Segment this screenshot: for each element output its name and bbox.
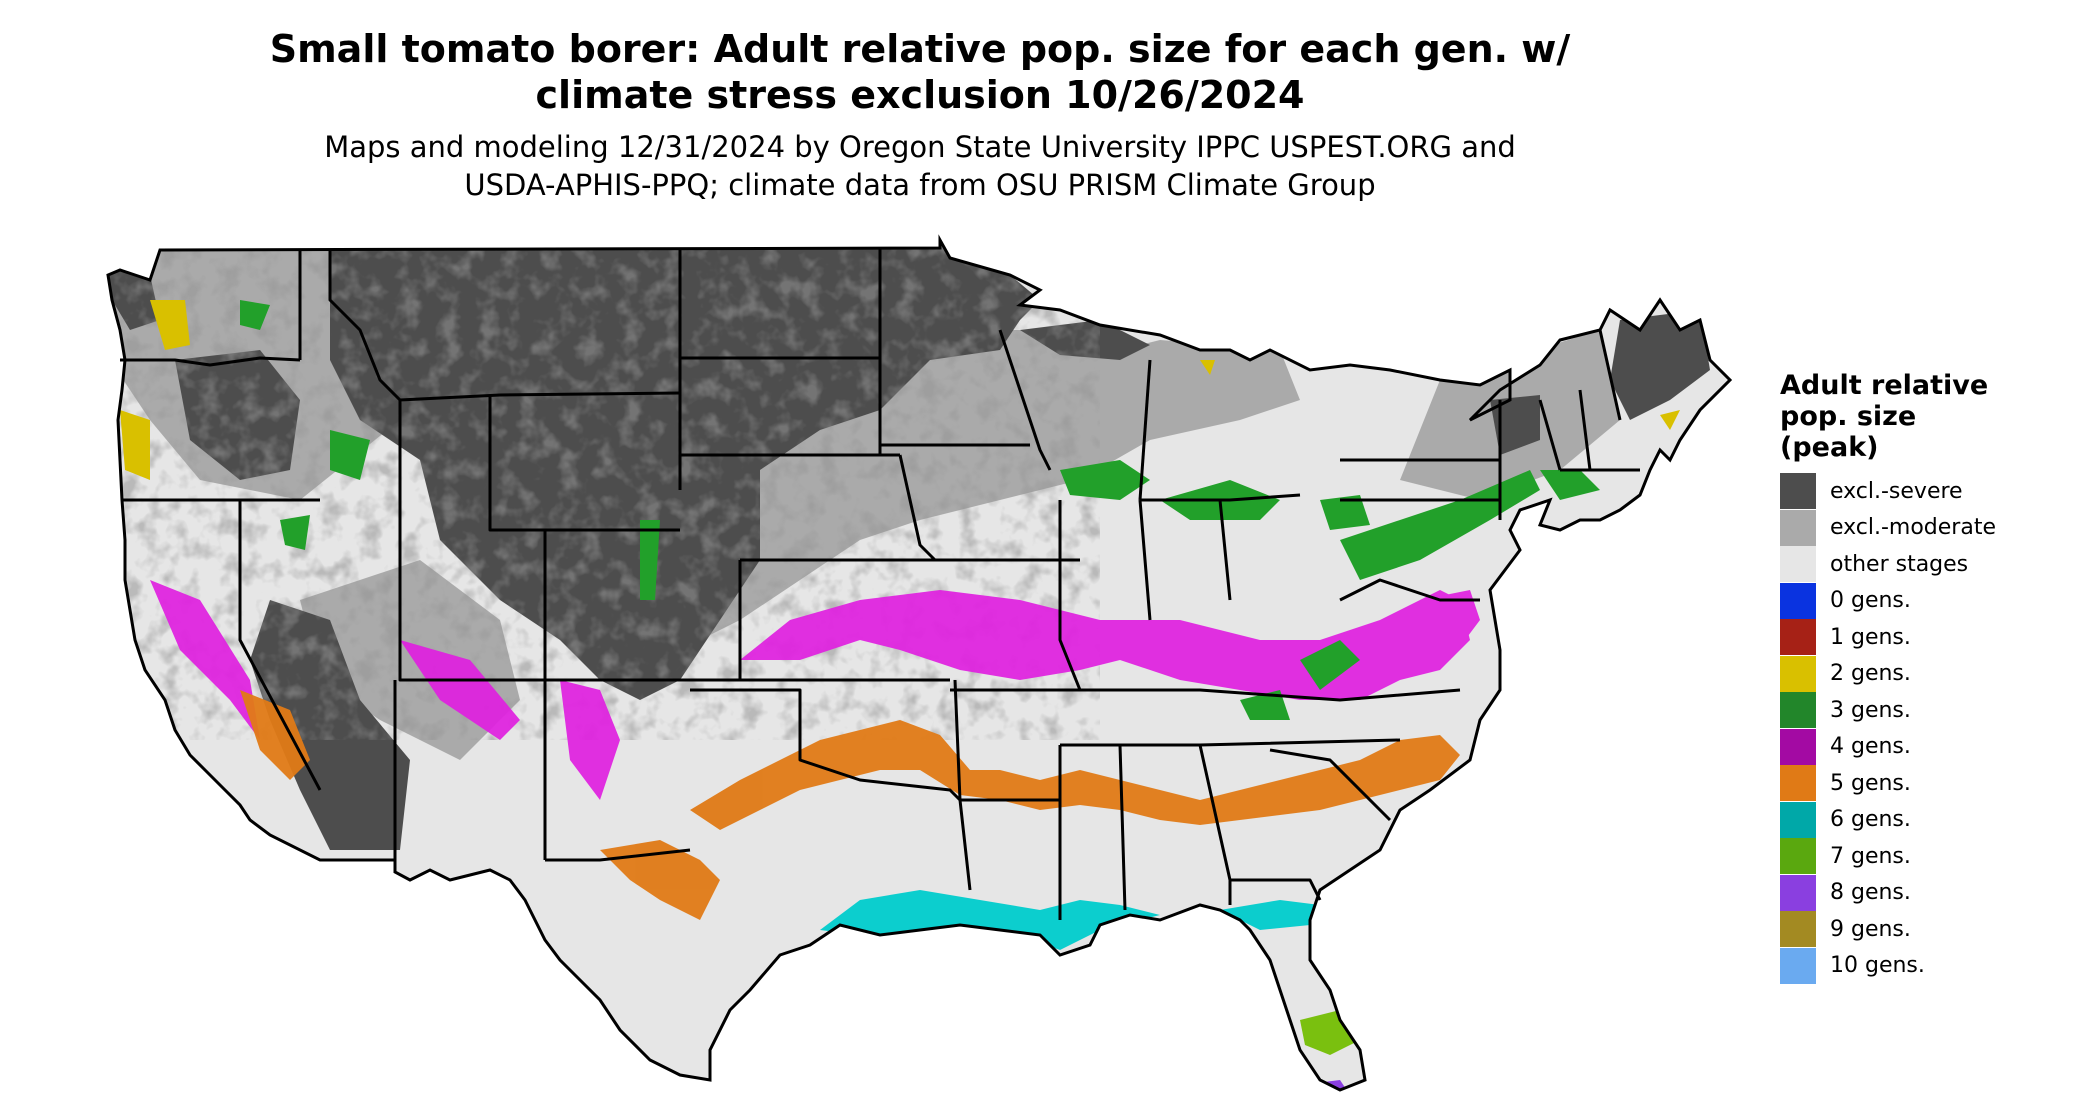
legend-swatch [1780,582,1816,619]
legend-label: 0 gens. [1830,588,1911,614]
subtitle-line-2: USDA-APHIS-PPQ; climate data from OSU PR… [464,168,1376,202]
legend-item: 0 gens. [1780,582,2080,620]
legend-item: other stages [1780,546,2080,583]
legend-swatch [1780,546,1816,583]
state-boundaries [120,248,1640,920]
legend-label: 4 gens. [1830,734,1911,760]
legend-item: 2 gens. [1780,655,2080,693]
legend-title-line-1: Adult relative [1780,370,1989,401]
band-4-gens [150,580,1480,800]
legend-item: excl.-moderate [1780,509,2080,547]
legend-label: excl.-moderate [1830,515,1996,541]
legend: Adult relative pop. size (peak) excl.-se… [1780,370,2080,984]
legend-label: excl.-severe [1830,478,1963,504]
legend-item: 6 gens. [1780,801,2080,839]
legend-swatch [1780,619,1816,656]
legend-swatch [1780,692,1816,729]
legend-swatch [1780,473,1816,510]
legend-swatch [1780,838,1816,875]
legend-item: 3 gens. [1780,692,2080,729]
legend-label: other stages [1830,551,1969,577]
legend-item: 5 gens. [1780,765,2080,802]
legend-label: 9 gens. [1830,916,1911,942]
legend-label: 10 gens. [1830,953,1925,979]
legend-swatch [1780,765,1816,802]
legend-items: excl.-severe excl.-moderate other stages 0 … [1780,473,2080,984]
band-5-gens [240,690,1460,920]
legend-swatch [1780,801,1816,838]
legend-label: 7 gens. [1830,843,1911,869]
legend-item: 9 gens. [1780,911,2080,948]
legend-label: 5 gens. [1830,770,1911,796]
legend-swatch [1780,728,1816,765]
legend-swatch [1780,947,1816,984]
band-7-gens [820,990,1360,1060]
band-2-gens [120,300,1680,480]
legend-label: 1 gens. [1830,624,1911,650]
us-map [106,238,1732,1092]
legend-label: 2 gens. [1830,661,1911,687]
legend-label: 6 gens. [1830,807,1911,833]
legend-swatch [1780,509,1816,546]
band-6-gens [820,890,1320,950]
legend-swatch [1780,655,1816,692]
legend-item: 10 gens. [1780,947,2080,985]
subtitle-line-1: Maps and modeling 12/31/2024 by Oregon S… [324,130,1516,164]
legend-swatch [1780,874,1816,911]
map-title: Small tomato borer: Adult relative pop. … [150,26,1690,118]
legend-swatch [1780,911,1816,948]
title-line-1: Small tomato borer: Adult relative pop. … [269,27,1571,71]
legend-label: 3 gens. [1830,697,1911,723]
legend-title-line-3: (peak) [1780,432,1879,463]
legend-item: 1 gens. [1780,619,2080,656]
title-line-2: climate stress exclusion 10/26/2024 [535,73,1305,117]
legend-title-line-2: pop. size [1780,401,1917,432]
map-subtitle: Maps and modeling 12/31/2024 by Oregon S… [150,128,1690,204]
legend-item: 7 gens. [1780,838,2080,875]
legend-item: 4 gens. [1780,728,2080,766]
legend-item: excl.-severe [1780,473,2080,510]
legend-title: Adult relative pop. size (peak) [1780,370,2080,463]
legend-item: 8 gens. [1780,874,2080,912]
legend-label: 8 gens. [1830,880,1911,906]
